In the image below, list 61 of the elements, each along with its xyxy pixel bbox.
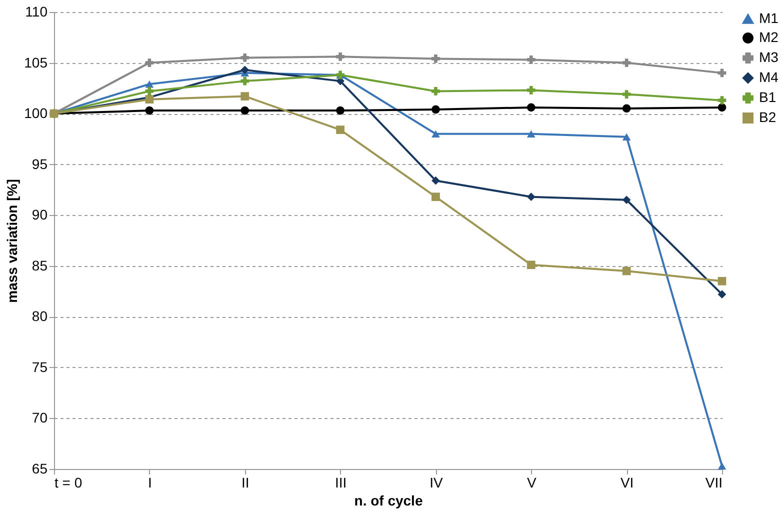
- point: [432, 87, 440, 96]
- point: [240, 76, 250, 86]
- legend-label: B2: [759, 109, 776, 125]
- x-tick-label: I: [148, 474, 152, 490]
- point: [145, 87, 154, 96]
- point: [145, 58, 154, 67]
- y-tick-label: 85: [32, 257, 48, 274]
- y-tick-label: 95: [32, 156, 48, 172]
- legend-label: M2: [759, 29, 779, 45]
- legend-label: M3: [759, 49, 779, 65]
- point: [240, 92, 250, 100]
- point: [240, 106, 250, 115]
- x-tick-label: V: [526, 474, 537, 490]
- point: [240, 66, 250, 74]
- point: [432, 130, 440, 138]
- legend-label: M1: [759, 10, 779, 26]
- x-tick-label: III: [334, 474, 347, 490]
- y-tick-label: 105: [24, 54, 48, 70]
- x-tick-label: IV: [430, 474, 444, 490]
- x-axis-title: n. of cycle: [354, 492, 423, 508]
- y-tick-label: 100: [24, 105, 48, 122]
- x-tick-label: VII: [705, 474, 722, 490]
- point: [336, 52, 344, 61]
- point: [432, 105, 440, 114]
- y-tick-label: 75: [32, 358, 48, 375]
- point: [526, 130, 536, 138]
- point: [622, 133, 631, 141]
- x-tick-label: II: [241, 474, 250, 490]
- point: [718, 462, 726, 470]
- y-axis-title: mass variation [%]: [4, 179, 20, 303]
- legend-label: B1: [759, 89, 776, 105]
- y-tick-label: 80: [32, 308, 48, 324]
- point: [526, 192, 536, 202]
- point: [526, 56, 536, 64]
- y-tick-label: 90: [32, 206, 48, 223]
- legend-label: M4: [759, 69, 779, 85]
- y-tick-label: 110: [25, 4, 48, 20]
- y-tick-label: 70: [32, 410, 48, 426]
- point: [526, 103, 536, 112]
- point: [622, 104, 631, 113]
- point: [526, 260, 536, 270]
- point: [718, 96, 726, 105]
- point: [336, 106, 344, 115]
- point: [622, 90, 631, 98]
- point: [526, 86, 536, 94]
- point: [432, 176, 440, 185]
- point: [336, 126, 344, 134]
- point: [240, 54, 250, 62]
- point: [718, 276, 726, 286]
- point: [145, 95, 154, 104]
- point: [622, 196, 631, 204]
- point: [718, 103, 726, 112]
- point: [718, 290, 726, 299]
- point: [432, 192, 440, 202]
- point: [432, 54, 440, 63]
- point: [145, 106, 154, 115]
- point: [622, 58, 631, 67]
- point: [622, 266, 631, 276]
- y-tick-label: 65: [32, 460, 48, 476]
- x-tick-label: t = 0: [54, 474, 82, 490]
- x-tick-label: VI: [620, 474, 634, 490]
